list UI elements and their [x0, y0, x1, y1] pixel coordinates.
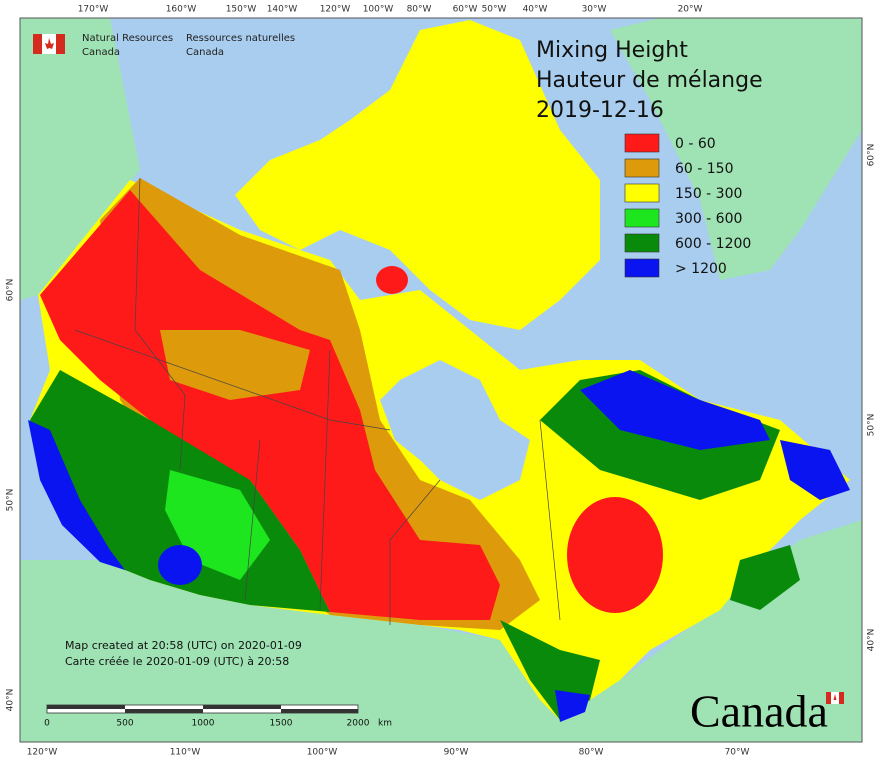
border — [134, 177, 186, 471]
legend-swatch — [624, 258, 660, 278]
agency-name: Canada — [186, 47, 224, 58]
region-blue-newfoundland — [780, 440, 850, 500]
agency-name: Ressources naturelles — [186, 33, 295, 44]
agency-name: Natural Resources — [82, 33, 173, 44]
lat-label: 50°N — [867, 414, 877, 437]
legend-swatch — [624, 208, 660, 228]
legend-swatch — [624, 133, 660, 153]
region-red-quebec — [567, 497, 663, 613]
border — [389, 479, 441, 625]
legend-label: 0 - 60 — [675, 136, 716, 152]
lon-label: 120°W — [27, 748, 58, 758]
region-red — [40, 190, 500, 620]
lat-label: 60°N — [6, 279, 16, 302]
legend-swatch — [624, 233, 660, 253]
border — [539, 419, 561, 621]
map-title: Hauteur de mélange — [536, 68, 763, 93]
legend-label: > 1200 — [675, 261, 727, 277]
region-green-maritimes — [730, 545, 800, 610]
lon-label: 60°W — [453, 5, 478, 15]
region-blue-ontario — [555, 690, 590, 722]
lon-label: 100°W — [307, 748, 338, 758]
lon-label: 90°W — [444, 748, 469, 758]
border — [74, 329, 391, 431]
lon-label: 80°W — [407, 5, 432, 15]
wordmark-flag — [826, 692, 844, 704]
scale-label: 1500 — [270, 719, 293, 729]
lon-label: 140°W — [267, 5, 298, 15]
usa — [20, 520, 862, 742]
lon-label: 150°W — [226, 5, 257, 15]
lon-label: 100°W — [363, 5, 394, 15]
legend-label: 300 - 600 — [675, 211, 742, 227]
lon-label: 20°W — [678, 5, 703, 15]
agency-name: Canada — [82, 47, 120, 58]
scale-label: 500 — [116, 719, 133, 729]
lon-label: 120°W — [320, 5, 351, 15]
frame — [19, 17, 863, 743]
lon-label: 80°W — [579, 748, 604, 758]
region-blue-labrador — [580, 370, 770, 450]
footer-note: Carte créée le 2020-01-09 (UTC) à 20:58 — [65, 655, 289, 668]
arctic-islands — [235, 20, 600, 330]
hudson-bay — [380, 360, 530, 500]
borders — [74, 177, 561, 625]
legend-swatch — [624, 183, 660, 203]
footer-note: Map created at 20:58 (UTC) on 2020-01-09 — [65, 639, 302, 652]
region-blue-bc-2 — [158, 545, 202, 585]
legend-label: 150 - 300 — [675, 186, 742, 202]
lon-label: 170°W — [78, 5, 109, 15]
lon-label: 160°W — [166, 5, 197, 15]
legend-label: 600 - 1200 — [675, 236, 751, 252]
lon-label: 30°W — [582, 5, 607, 15]
map-title: 2019-12-16 — [536, 98, 664, 123]
lon-label: 110°W — [170, 748, 201, 758]
lat-label: 50°N — [6, 489, 16, 512]
foxe-basin-red — [376, 266, 408, 294]
region-orange-2 — [160, 330, 310, 400]
legend-label: 60 - 150 — [675, 161, 734, 177]
nrcan-flag — [33, 34, 65, 54]
border — [319, 349, 331, 611]
scale-unit: km — [378, 719, 392, 729]
alaska — [20, 18, 140, 300]
lat-label: 40°N — [6, 689, 16, 712]
greenland — [610, 18, 862, 280]
scale-label: 2000 — [347, 719, 370, 729]
lon-label: 70°W — [725, 748, 750, 758]
lon-label: 40°W — [523, 5, 548, 15]
legend-swatch — [624, 158, 660, 178]
scale-bar — [46, 704, 359, 714]
map-title: Mixing Height — [536, 38, 688, 63]
wordmark: Canada — [690, 686, 828, 737]
lon-label: 50°W — [482, 5, 507, 15]
border — [244, 439, 261, 601]
lat-label: 60°N — [867, 144, 877, 167]
scale-label: 0 — [44, 719, 50, 729]
region-blue-bc — [28, 420, 125, 570]
scale-label: 1000 — [192, 719, 215, 729]
lat-label: 40°N — [867, 629, 877, 652]
